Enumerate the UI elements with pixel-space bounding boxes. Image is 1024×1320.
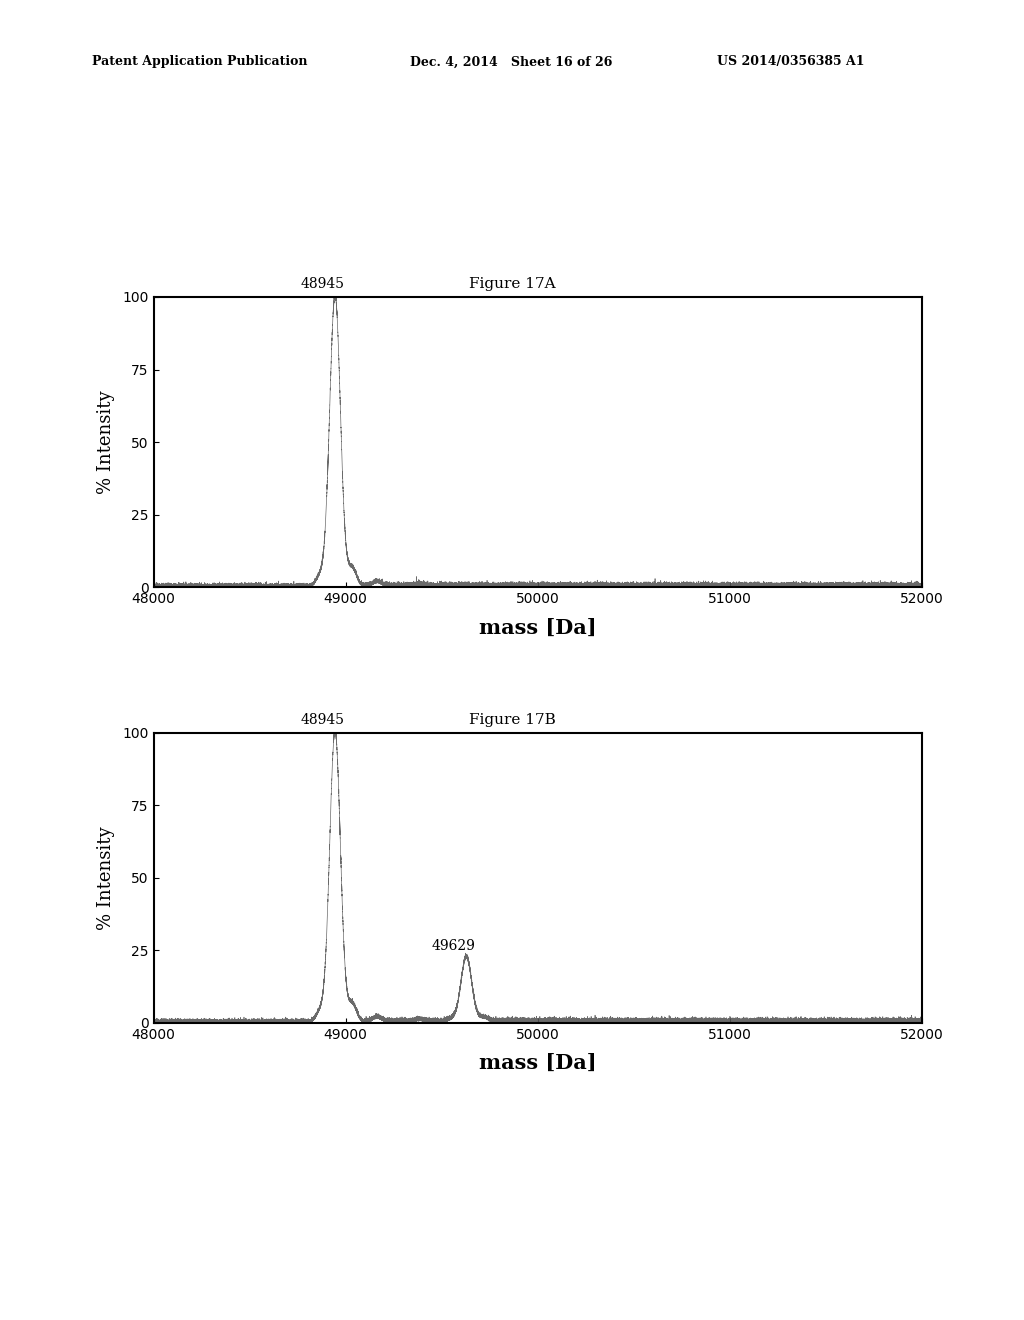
Text: 48945: 48945: [300, 713, 344, 727]
Text: 48945: 48945: [300, 277, 344, 292]
Text: Dec. 4, 2014   Sheet 16 of 26: Dec. 4, 2014 Sheet 16 of 26: [410, 55, 612, 69]
Text: Figure 17B: Figure 17B: [469, 713, 555, 727]
Text: Figure 17A: Figure 17A: [469, 277, 555, 292]
X-axis label: mass [Da]: mass [Da]: [479, 1053, 596, 1073]
Y-axis label: % Intensity: % Intensity: [97, 826, 116, 929]
Y-axis label: % Intensity: % Intensity: [97, 391, 116, 494]
Text: 49629: 49629: [432, 940, 476, 953]
Text: Patent Application Publication: Patent Application Publication: [92, 55, 307, 69]
Text: US 2014/0356385 A1: US 2014/0356385 A1: [717, 55, 864, 69]
X-axis label: mass [Da]: mass [Da]: [479, 618, 596, 638]
